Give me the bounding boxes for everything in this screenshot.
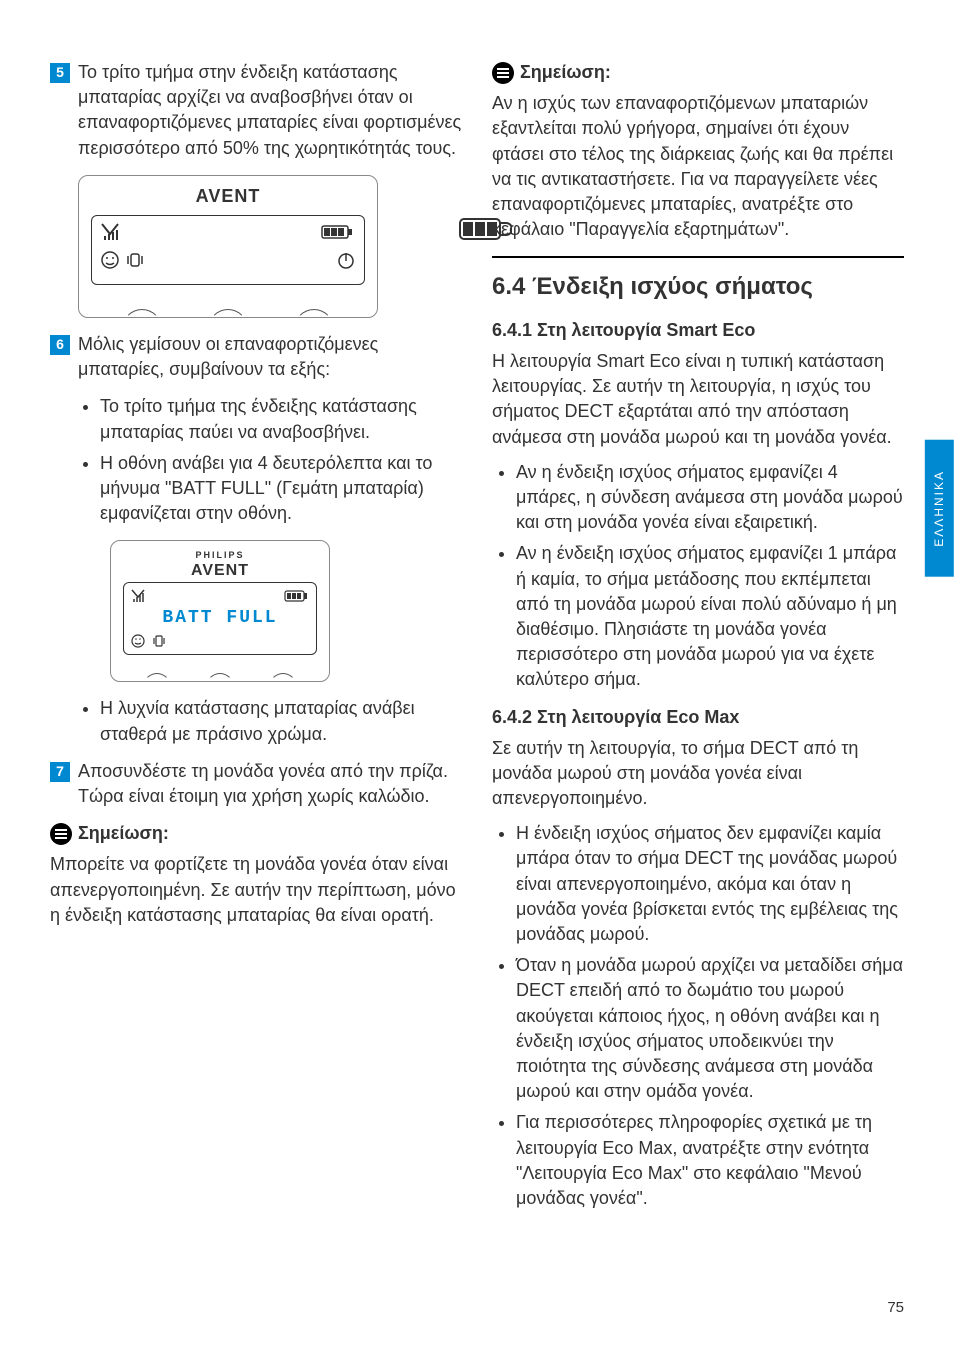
note-icon [492, 62, 514, 84]
signal-icon [130, 588, 154, 604]
step-7-text: Αποσυνδέστε τη μονάδα γονέα από την πρίζ… [78, 759, 462, 809]
battery-icon [320, 222, 356, 242]
step-number-6: 6 [50, 335, 70, 355]
brand-avent-1: AVENT [91, 184, 365, 209]
vibration-icon [152, 633, 166, 649]
left-column: 5 Το τρίτο τμήμα στην ένδειξη κατάστασης… [50, 60, 462, 1223]
bullet-item: Όταν η μονάδα μωρού αρχίζει να μεταδίδει… [516, 953, 904, 1104]
step-number-7: 7 [50, 762, 70, 782]
section-6-4-title: 6.4 Ένδειξη ισχύος σήματος [492, 270, 904, 304]
face-icon [130, 633, 146, 649]
step-number-5: 5 [50, 63, 70, 83]
lcd-text-batt-full: BATT FULL [130, 606, 310, 631]
subsection-641-title: 6.4.1 Στη λειτουργία Smart Eco [492, 318, 904, 343]
step-6-bullets-2: Η λυχνία κατάστασης μπαταρίας ανάβει στα… [82, 696, 462, 746]
device-figure-1: AVENT [78, 175, 378, 318]
lcd-screen-2: BATT FULL [123, 582, 317, 655]
face-icon [100, 250, 120, 270]
lcd-screen-1 [91, 215, 365, 285]
section-divider [492, 256, 904, 258]
bullet-item: Αν η ένδειξη ισχύος σήματος εμφανίζει 1 … [516, 541, 904, 692]
subsection-642-title: 6.4.2 Στη λειτουργία Eco Max [492, 705, 904, 730]
device-buttons-2 [111, 663, 329, 681]
subsection-641-bullets: Αν η ένδειξη ισχύος σήματος εμφανίζει 4 … [498, 460, 904, 693]
brand-avent-2: AVENT [123, 560, 317, 582]
vibration-icon [126, 250, 144, 270]
step-7: 7 Αποσυνδέστε τη μονάδα γονέα από την πρ… [50, 759, 462, 809]
step-6-text: Μόλις γεμίσουν οι επαναφορτιζόμενες μπατ… [78, 332, 462, 382]
device-figure-2: PHILIPS AVENT BATT FULL [110, 540, 330, 682]
subsection-642-bullets: Η ένδειξη ισχύος σήματος δεν εμφανίζει κ… [498, 821, 904, 1211]
power-icon [336, 250, 356, 270]
section-title-text: Ένδειξη ισχύος σήματος [532, 273, 813, 300]
bullet-item: Η λυχνία κατάστασης μπαταρίας ανάβει στα… [100, 696, 462, 746]
battery-callout-icon [456, 213, 512, 247]
note-label-left: Σημείωση: [78, 821, 169, 846]
bullet-item: Η οθόνη ανάβει για 4 δευτερόλεπτα και το… [100, 451, 462, 527]
bullet-item: Το τρίτο τμήμα της ένδειξης κατάστασης μ… [100, 394, 462, 444]
device-buttons-1 [79, 293, 377, 317]
note-icon [50, 823, 72, 845]
page-number: 75 [887, 1297, 904, 1318]
right-column: Σημείωση: Αν η ισχύς των επαναφορτιζόμεν… [492, 60, 904, 1223]
step-6: 6 Μόλις γεμίσουν οι επαναφορτιζόμενες μπ… [50, 332, 462, 382]
language-side-tab: ΕΛΛΗΝΙΚΑ [925, 440, 954, 577]
step-5-text: Το τρίτο τμήμα στην ένδειξη κατάστασης μ… [78, 60, 462, 161]
signal-icon [100, 222, 130, 242]
device-figure-wrap-1: AVENT [50, 175, 462, 318]
bullet-item: Αν η ένδειξη ισχύος σήματος εμφανίζει 4 … [516, 460, 904, 536]
note-header-right: Σημείωση: [492, 60, 904, 85]
note-body-left: Μπορείτε να φορτίζετε τη μονάδα γονέα ότ… [50, 852, 462, 928]
bullet-item: Η ένδειξη ισχύος σήματος δεν εμφανίζει κ… [516, 821, 904, 947]
section-number: 6.4 [492, 273, 525, 300]
bullet-item: Για περισσότερες πληροφορίες σχετικά με … [516, 1110, 904, 1211]
step-5: 5 Το τρίτο τμήμα στην ένδειξη κατάστασης… [50, 60, 462, 161]
note-header-left: Σημείωση: [50, 821, 462, 846]
note-body-right: Αν η ισχύς των επαναφορτιζόμενων μπαταρι… [492, 91, 904, 242]
step-6-bullets: Το τρίτο τμήμα της ένδειξης κατάστασης μ… [82, 394, 462, 526]
battery-icon [284, 589, 310, 603]
subsection-641-para: Η λειτουργία Smart Eco είναι η τυπική κα… [492, 349, 904, 450]
note-label-right: Σημείωση: [520, 60, 611, 85]
subsection-642-para: Σε αυτήν τη λειτουργία, το σήμα DECT από… [492, 736, 904, 812]
